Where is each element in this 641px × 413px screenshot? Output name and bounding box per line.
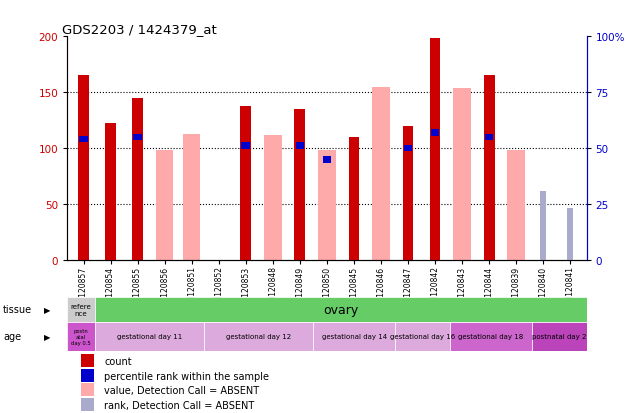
Text: postn
atal
day 0.5: postn atal day 0.5	[71, 328, 91, 345]
Bar	[508, 151, 525, 260]
Bar	[318, 151, 336, 260]
Text: value, Detection Call = ABSENT: value, Detection Call = ABSENT	[104, 385, 260, 395]
Bar	[294, 109, 305, 260]
Text: ▶: ▶	[44, 305, 50, 314]
Bar	[156, 151, 174, 260]
Text: percentile rank within the sample: percentile rank within the sample	[104, 371, 269, 381]
Bar	[484, 76, 495, 260]
Bar	[431, 130, 440, 136]
Text: ovary: ovary	[323, 303, 358, 316]
Bar	[540, 191, 546, 260]
Bar	[403, 126, 413, 260]
Text: count: count	[104, 356, 132, 366]
Text: gestational day 18: gestational day 18	[458, 334, 524, 339]
Bar	[81, 384, 94, 396]
Bar	[242, 143, 250, 150]
Bar	[240, 106, 251, 260]
Text: postnatal day 2: postnatal day 2	[532, 334, 587, 339]
Bar	[78, 76, 89, 260]
Bar	[204, 322, 313, 351]
Bar	[395, 322, 450, 351]
Text: rank, Detection Call = ABSENT: rank, Detection Call = ABSENT	[104, 400, 254, 410]
Bar	[349, 138, 360, 260]
Text: tissue: tissue	[3, 305, 32, 315]
Bar	[404, 145, 412, 152]
Bar	[79, 136, 88, 143]
Bar	[67, 322, 95, 351]
Bar	[296, 143, 304, 150]
Bar	[450, 322, 532, 351]
Bar	[429, 39, 440, 260]
Bar	[132, 98, 143, 260]
Text: gestational day 11: gestational day 11	[117, 334, 182, 339]
Bar	[183, 134, 201, 260]
Text: refere
nce: refere nce	[71, 303, 92, 316]
Bar	[105, 124, 116, 260]
Bar	[95, 322, 204, 351]
Bar	[81, 355, 94, 367]
Bar	[567, 209, 573, 260]
Bar	[453, 88, 471, 260]
Text: GDS2203 / 1424379_at: GDS2203 / 1424379_at	[62, 23, 217, 36]
Bar	[133, 134, 142, 141]
Bar	[532, 322, 587, 351]
Bar	[313, 322, 395, 351]
Bar	[81, 369, 94, 382]
Text: age: age	[3, 332, 21, 342]
Bar	[81, 398, 94, 411]
Text: gestational day 14: gestational day 14	[322, 334, 387, 339]
Text: gestational day 12: gestational day 12	[226, 334, 291, 339]
Text: gestational day 16: gestational day 16	[390, 334, 455, 339]
Text: ▶: ▶	[44, 332, 50, 341]
Bar	[485, 134, 494, 141]
Bar	[372, 88, 390, 260]
Bar	[322, 157, 331, 163]
Bar	[67, 297, 95, 322]
Bar	[264, 135, 281, 260]
